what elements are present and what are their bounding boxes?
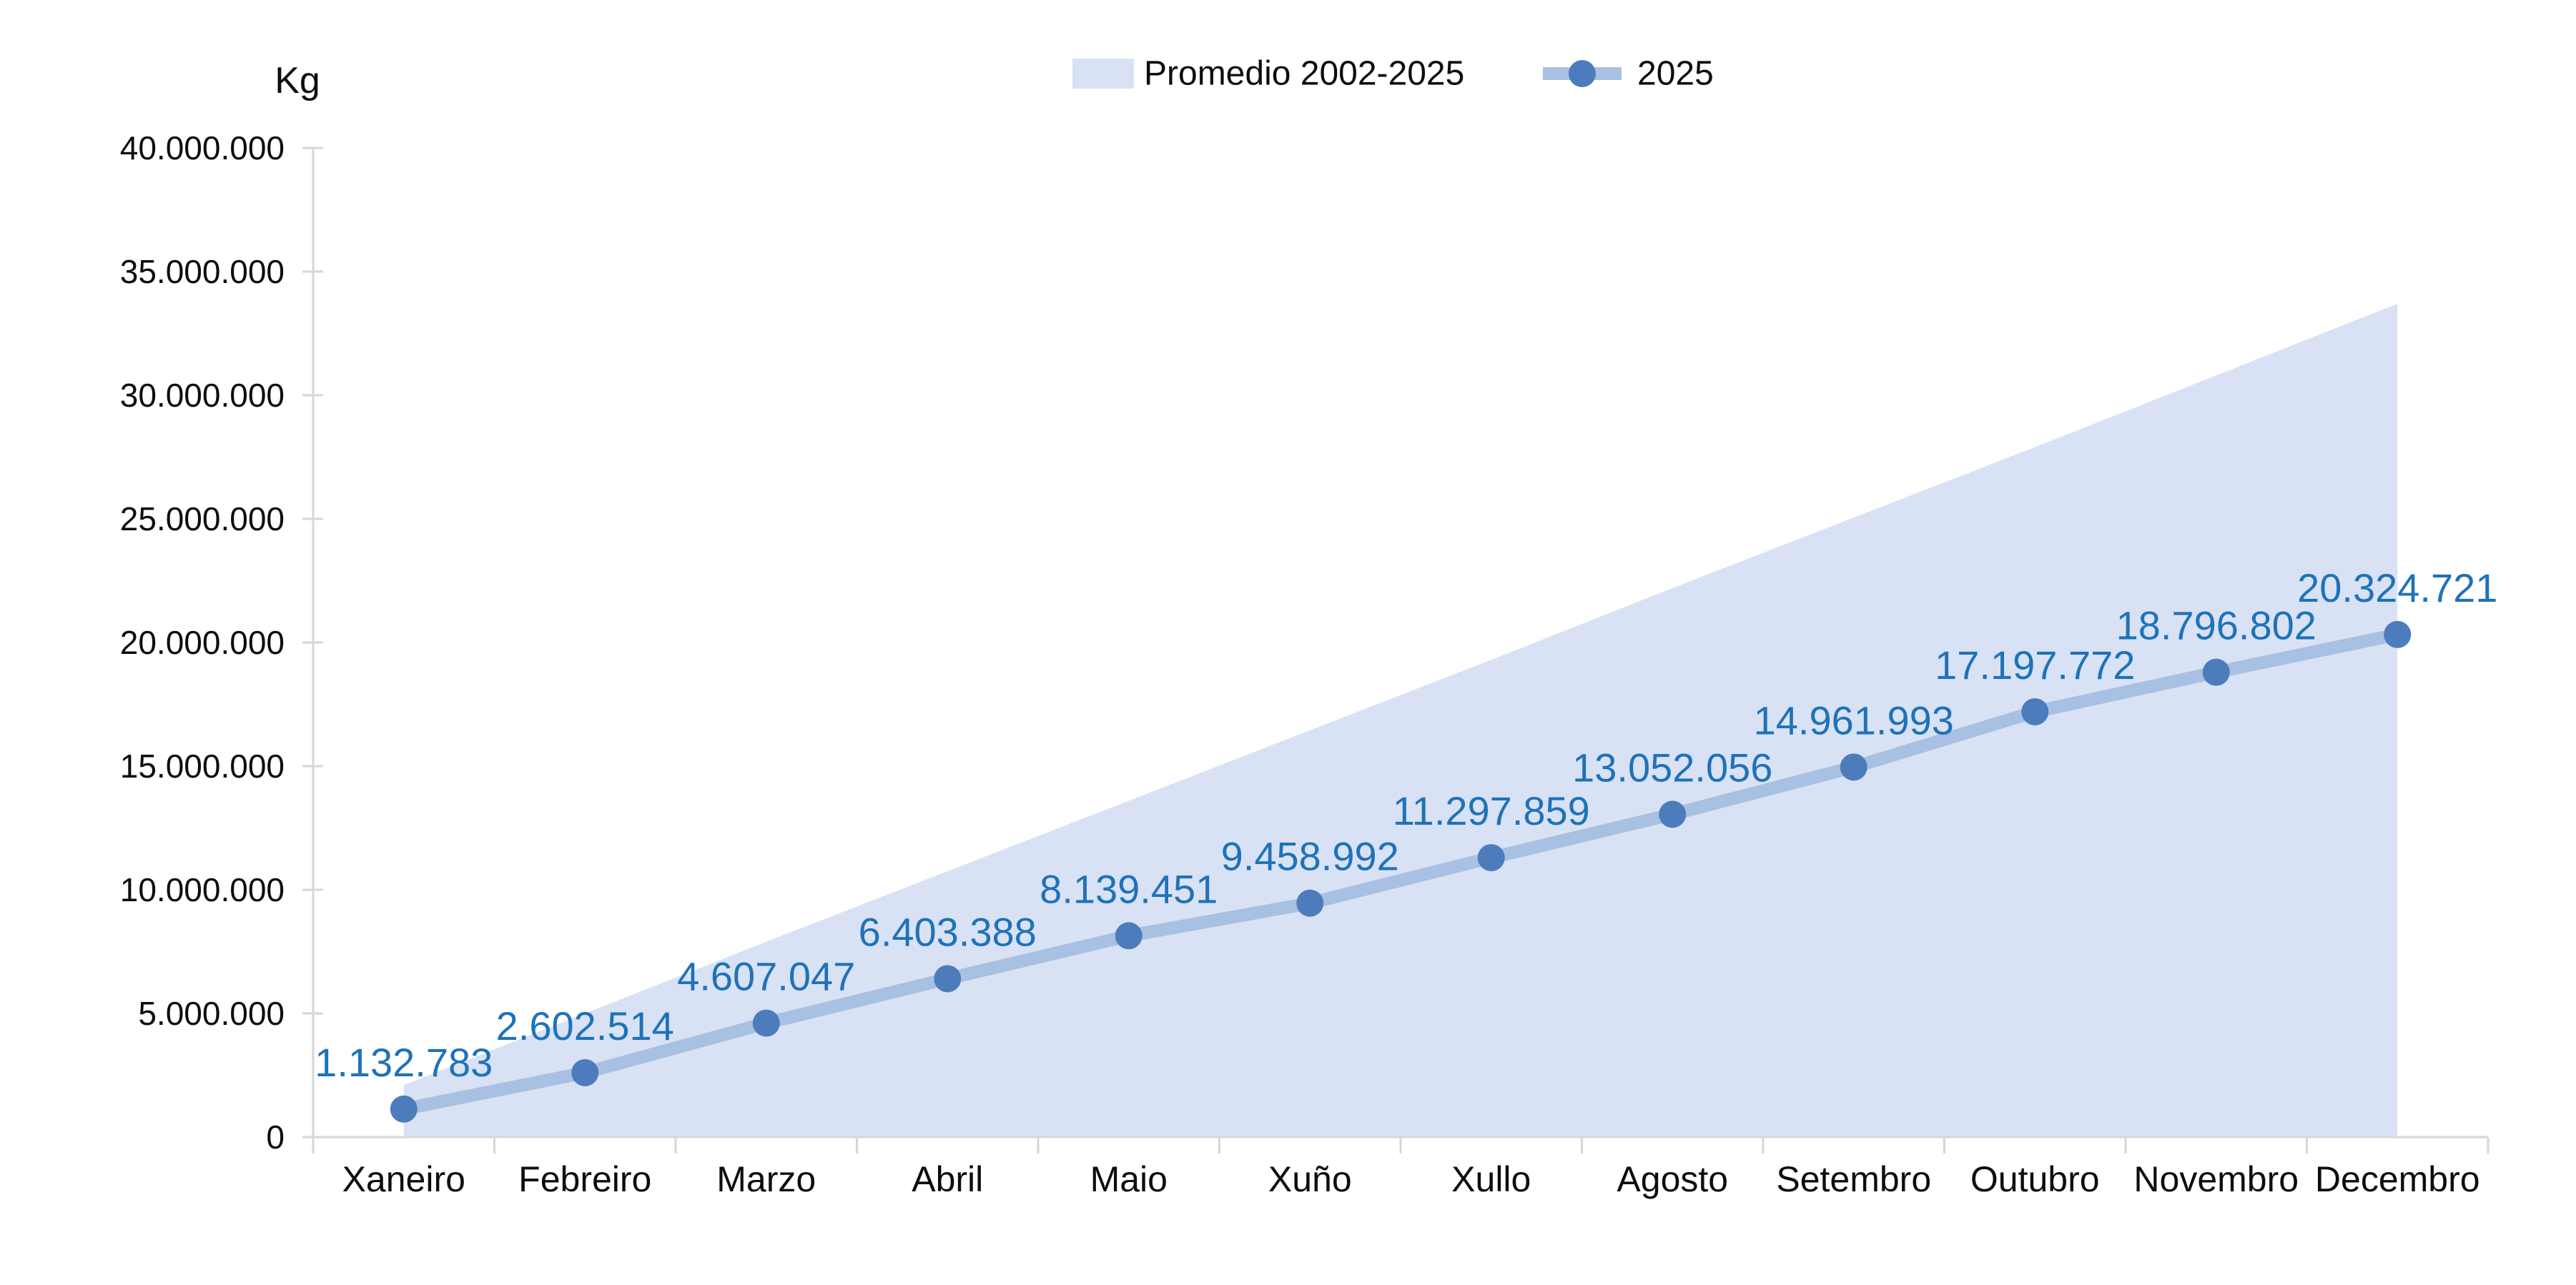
data-point-marker <box>390 1095 418 1123</box>
data-point-markers <box>390 620 2412 1123</box>
legend-line-label: 2025 <box>1637 55 1714 93</box>
data-point-label: 18.796.802 <box>2116 603 2316 648</box>
y-axis-tick-label: 25.000.000 <box>120 500 285 537</box>
data-point-marker <box>1115 922 1143 950</box>
x-axis-month-label: Setembro <box>1776 1159 1931 1199</box>
data-point-marker <box>1840 753 1867 781</box>
y-axis-title: Kg <box>275 60 320 101</box>
y-axis-tick-label: 30.000.000 <box>120 377 285 414</box>
y-axis-tick-label: 35.000.000 <box>120 253 285 290</box>
x-axis-month-label: Xaneiro <box>342 1159 465 1199</box>
data-point-label: 11.297.859 <box>1393 788 1590 833</box>
x-axis-month-label: Decembro <box>2315 1159 2480 1199</box>
data-point-marker <box>2384 620 2412 648</box>
y-axis-tick-label: 40.000.000 <box>120 129 285 167</box>
y-axis-tick-label: 10.000.000 <box>120 871 285 908</box>
legend: Promedio 2002-2025 2025 <box>1072 55 1714 93</box>
y-axis-tick-label: 5.000.000 <box>138 995 285 1032</box>
y-axis-tick-label: 20.000.000 <box>120 624 285 661</box>
legend-area-label: Promedio 2002-2025 <box>1144 55 1464 93</box>
axes: 0 5.000.000 10.000.000 15.000.000 20.000.000… <box>120 129 2489 1199</box>
x-axis-month-label: Agosto <box>1617 1159 1728 1199</box>
x-axis-month-label: Maio <box>1090 1159 1168 1199</box>
promedio-area-shape <box>403 303 2398 1138</box>
data-point-marker <box>571 1058 599 1086</box>
y-axis-tick-label: 15.000.000 <box>120 748 285 785</box>
data-point-marker <box>2202 658 2230 686</box>
x-axis-month-label: Marzo <box>716 1159 816 1199</box>
data-point-label: 14.961.993 <box>1754 698 1954 743</box>
data-point-marker <box>2021 698 2049 725</box>
area-series-promedio <box>403 303 2398 1138</box>
legend-area-swatch <box>1072 59 1134 89</box>
data-point-label: 8.139.451 <box>1040 866 1218 911</box>
x-axis-month-label: Abril <box>912 1159 983 1199</box>
data-point-label: 9.458.992 <box>1221 834 1399 879</box>
data-point-label: 4.607.047 <box>677 954 855 999</box>
x-axis-month-label: Xuño <box>1268 1159 1352 1199</box>
x-axis-month-label: Xullo <box>1451 1159 1531 1199</box>
data-point-marker <box>1296 889 1324 917</box>
data-point-labels: 1.132.7832.602.5144.607.0476.403.3888.13… <box>315 565 2497 1085</box>
data-point-label: 6.403.388 <box>859 909 1037 954</box>
data-point-marker <box>934 965 962 993</box>
data-point-label: 1.132.783 <box>315 1040 493 1085</box>
x-axis-month-label: Novembro <box>2133 1159 2299 1199</box>
series-2025-line <box>397 627 2404 1116</box>
line-series-2025 <box>397 627 2404 1116</box>
data-point-marker <box>1477 844 1505 872</box>
y-axis-tick-label: 0 <box>266 1118 285 1156</box>
data-point-marker <box>752 1009 780 1037</box>
data-point-label: 20.324.721 <box>2297 565 2497 610</box>
data-point-label: 2.602.514 <box>496 1003 674 1048</box>
data-point-marker <box>1659 800 1687 828</box>
data-point-label: 13.052.056 <box>1572 745 1772 790</box>
data-point-label: 17.197.772 <box>1935 642 2135 688</box>
legend-line-marker-icon <box>1569 60 1596 87</box>
x-axis-month-label: Outubro <box>1970 1159 2100 1199</box>
x-axis-month-label: Febreiro <box>518 1159 651 1199</box>
